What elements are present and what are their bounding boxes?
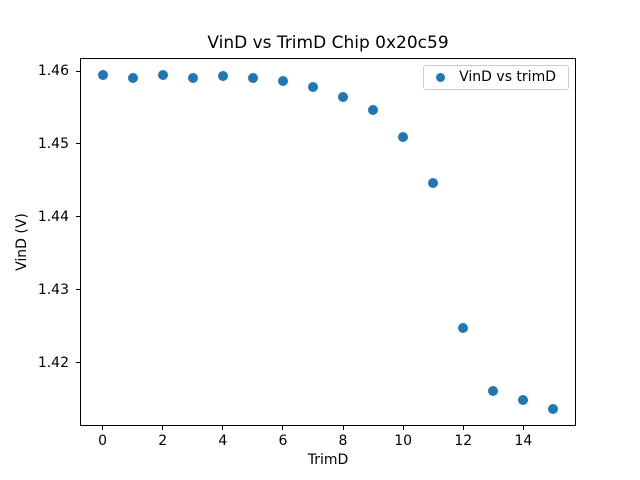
legend: VinD vs trimD: [423, 65, 569, 90]
x-tick-label: 6: [278, 433, 288, 449]
scatter-point: [548, 404, 559, 415]
x-tick-mark: [162, 426, 164, 430]
y-tick-label: 1.44: [37, 208, 69, 225]
scatter-point: [157, 69, 168, 80]
scatter-point: [488, 386, 499, 397]
chart-title: VinD vs TrimD Chip 0x20c59: [207, 33, 449, 53]
y-tick-label: 1.42: [37, 354, 69, 371]
x-tick-mark: [222, 426, 224, 430]
x-tick-mark: [282, 426, 284, 430]
x-tick-mark: [462, 426, 464, 430]
legend-marker-dot-icon: [436, 72, 446, 82]
x-tick-mark: [342, 426, 344, 430]
x-tick-mark: [522, 426, 524, 430]
scatter-point: [338, 91, 349, 102]
scatter-point: [458, 323, 469, 334]
y-tick-mark: [76, 289, 80, 291]
x-tick-label: 8: [338, 433, 348, 449]
scatter-point: [518, 395, 529, 406]
y-tick-label: 1.46: [37, 63, 69, 80]
y-tick-mark: [76, 143, 80, 145]
scatter-point: [217, 71, 228, 82]
y-tick-mark: [76, 70, 80, 72]
y-tick-mark: [76, 216, 80, 218]
x-tick-mark: [402, 426, 404, 430]
scatter-point: [307, 82, 318, 93]
x-tick-label: 2: [158, 433, 168, 449]
scatter-point: [127, 72, 138, 83]
y-tick-label: 1.43: [37, 281, 69, 298]
scatter-point: [398, 132, 409, 143]
x-tick-label: 10: [394, 433, 413, 449]
y-tick-label: 1.45: [37, 135, 69, 152]
scatter-point: [97, 70, 108, 81]
x-tick-label: 4: [218, 433, 228, 449]
y-tick-mark: [76, 362, 80, 364]
scatter-point: [428, 177, 439, 188]
x-tick-label: 0: [98, 433, 107, 449]
x-tick-label: 14: [514, 433, 533, 449]
scatter-point: [368, 104, 379, 115]
legend-label: VinD vs trimD: [459, 69, 556, 85]
plot-area: VinD vs trimD: [80, 58, 576, 426]
scatter-point: [277, 75, 288, 86]
x-axis-label: TrimD: [307, 452, 349, 468]
scatter-point: [187, 73, 198, 84]
scatter-point: [247, 72, 258, 83]
x-tick-label: 12: [454, 433, 473, 449]
x-tick-mark: [102, 426, 104, 430]
